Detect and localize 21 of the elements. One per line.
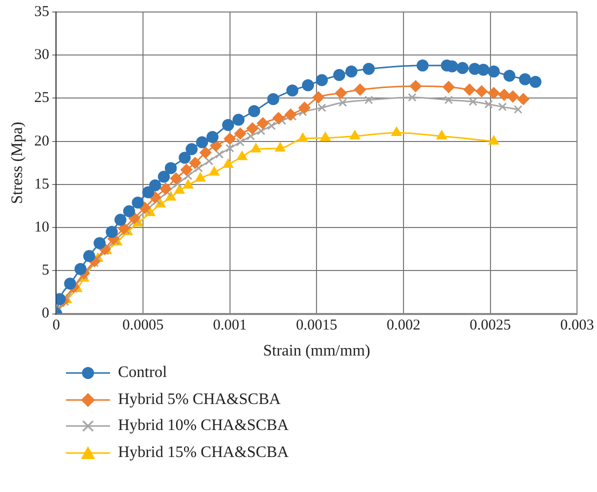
x-tick-label: 0	[52, 318, 60, 334]
x-tick-label: 0.001	[212, 318, 247, 334]
y-tick-label: 10	[34, 220, 50, 236]
y-tick-label: 0	[42, 306, 50, 322]
legend-label: Control	[118, 364, 167, 382]
y-tick-label: 15	[34, 176, 50, 192]
x-tick-label: 0.0005	[122, 318, 164, 334]
x-tick-label: 0.002	[386, 318, 420, 334]
x-tick-label: 0.003	[560, 318, 594, 334]
y-tick-label: 30	[34, 47, 50, 64]
legend-label: Hybrid 15% CHA&SCBA	[118, 444, 289, 462]
y-tick-label: 25	[34, 90, 50, 106]
x-tick-label: 0.0025	[470, 318, 511, 334]
y-tick-label: 35	[34, 4, 50, 20]
x-axis-title: Strain (mm/mm)	[263, 342, 370, 360]
legend-label: Hybrid 5% CHA&SCBA	[118, 390, 281, 409]
y-tick-label: 20	[34, 133, 50, 150]
y-tick-label: 5	[42, 262, 50, 279]
y-axis-title: Stress (Mpa)	[8, 122, 26, 204]
legend-label: Hybrid 10% CHA&SCBA	[118, 417, 289, 436]
x-tick-label: 0.0015	[296, 318, 338, 334]
